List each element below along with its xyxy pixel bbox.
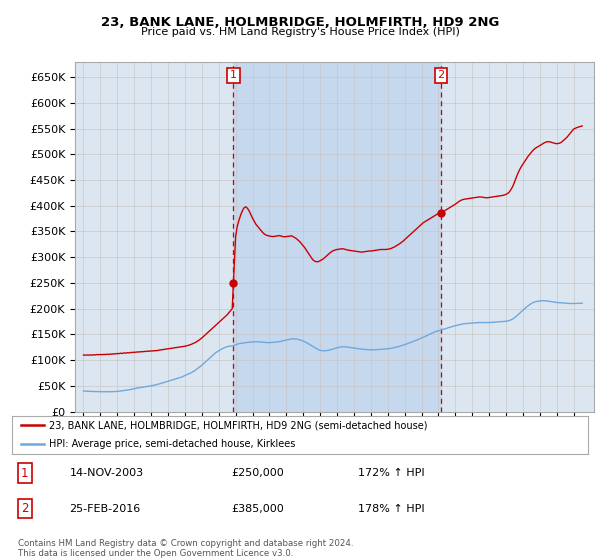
Text: 14-NOV-2003: 14-NOV-2003 [70, 468, 144, 478]
Text: £250,000: £250,000 [231, 468, 284, 478]
Text: 2: 2 [21, 502, 28, 515]
Text: Price paid vs. HM Land Registry's House Price Index (HPI): Price paid vs. HM Land Registry's House … [140, 27, 460, 38]
Text: 172% ↑ HPI: 172% ↑ HPI [358, 468, 424, 478]
Text: 25-FEB-2016: 25-FEB-2016 [70, 503, 141, 514]
Text: HPI: Average price, semi-detached house, Kirklees: HPI: Average price, semi-detached house,… [49, 439, 296, 449]
Bar [233, 62, 441, 412]
Text: 178% ↑ HPI: 178% ↑ HPI [358, 503, 424, 514]
Text: 2: 2 [437, 71, 445, 80]
Text: Contains HM Land Registry data © Crown copyright and database right 2024.
This d: Contains HM Land Registry data © Crown c… [18, 539, 353, 558]
Text: 1: 1 [21, 466, 28, 479]
Text: 23, BANK LANE, HOLMBRIDGE, HOLMFIRTH, HD9 2NG: 23, BANK LANE, HOLMBRIDGE, HOLMFIRTH, HD… [101, 16, 499, 29]
Text: 1: 1 [230, 71, 237, 80]
Text: £385,000: £385,000 [231, 503, 284, 514]
Text: 23, BANK LANE, HOLMBRIDGE, HOLMFIRTH, HD9 2NG (semi-detached house): 23, BANK LANE, HOLMBRIDGE, HOLMFIRTH, HD… [49, 420, 428, 430]
